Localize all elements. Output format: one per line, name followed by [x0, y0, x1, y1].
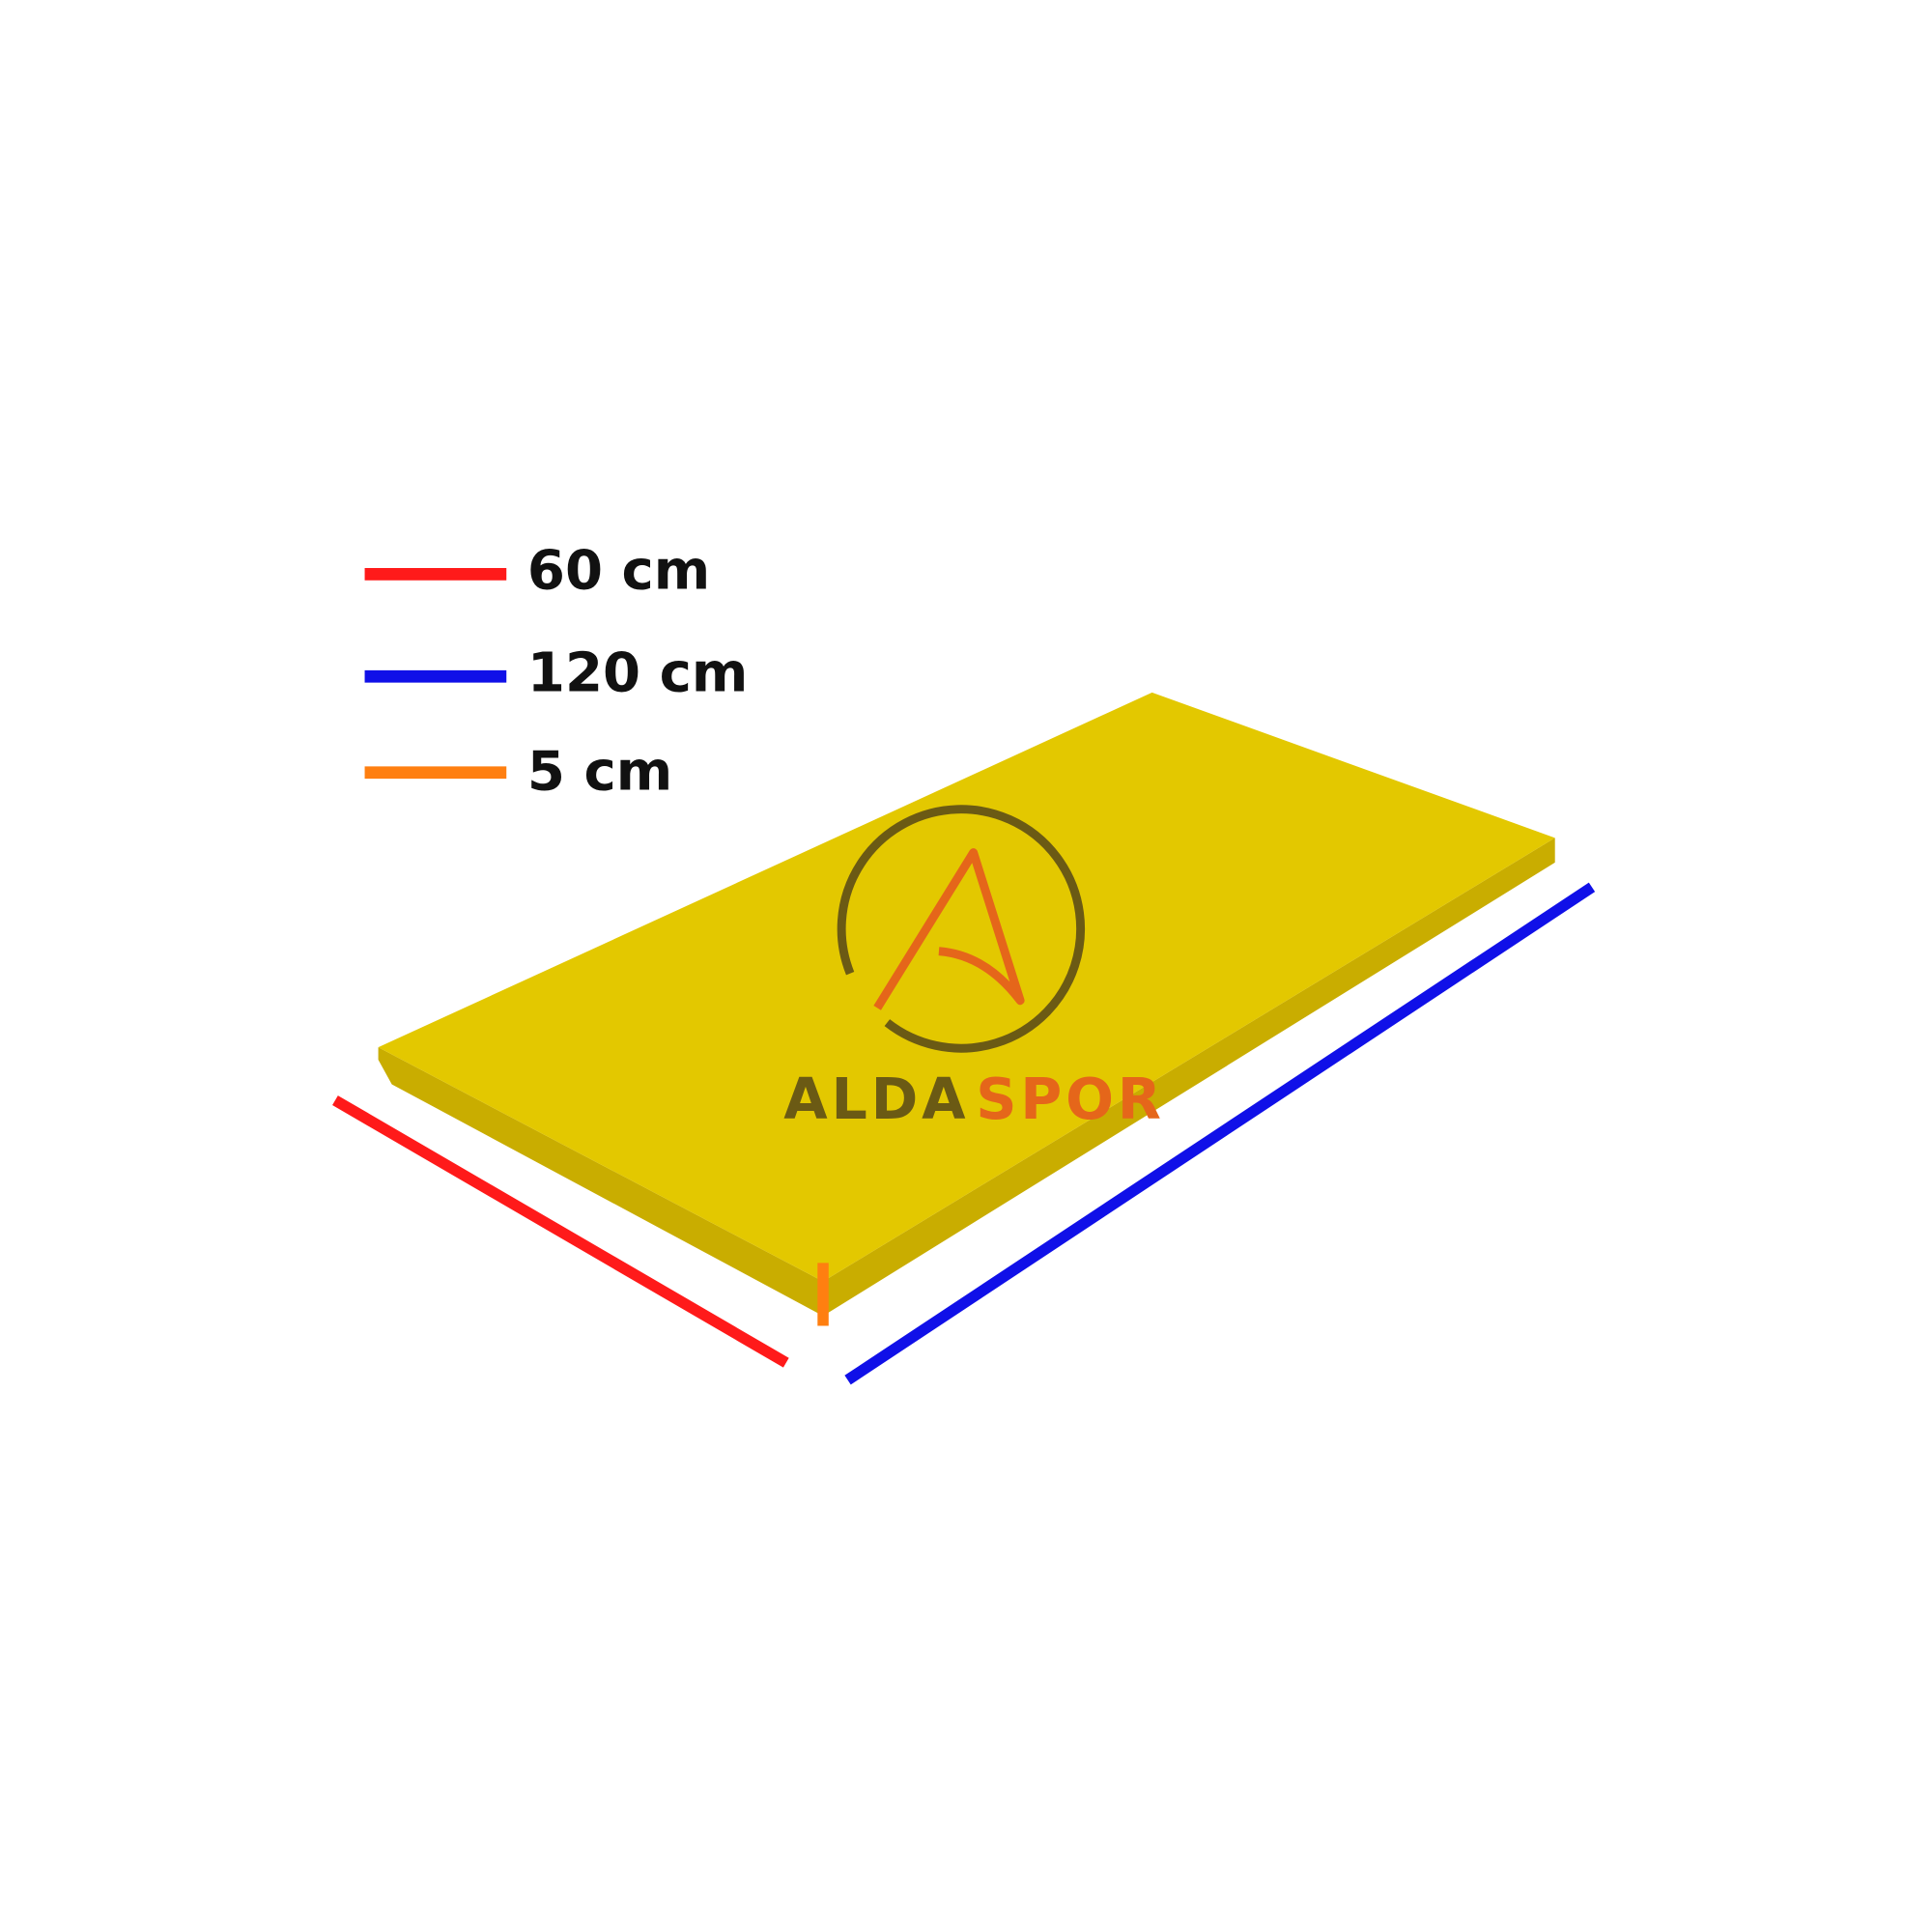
logo-word-spor: SPOR [976, 1066, 1165, 1132]
legend-swatch-width [364, 568, 507, 581]
logo-word-alda: ALDA [783, 1066, 969, 1132]
legend-swatch-length [364, 669, 507, 683]
mat-side [378, 838, 1555, 1317]
width-dimension-line [332, 1095, 789, 1368]
legend: 60 cm 120 cm 5 cm [364, 540, 748, 804]
length-dimension-line [844, 882, 1596, 1385]
legend-swatch-thickness [364, 766, 507, 780]
brand-logo: ALDA SPOR [783, 805, 1165, 1132]
logo-a-mark [873, 848, 1025, 1010]
legend-label-length: 120 cm [527, 642, 748, 705]
gym-mat [378, 692, 1555, 1317]
logo-circle [837, 805, 1086, 1053]
legend-label-thickness: 5 cm [527, 741, 672, 804]
mat-top [378, 692, 1555, 1282]
legend-label-width: 60 cm [527, 540, 710, 603]
